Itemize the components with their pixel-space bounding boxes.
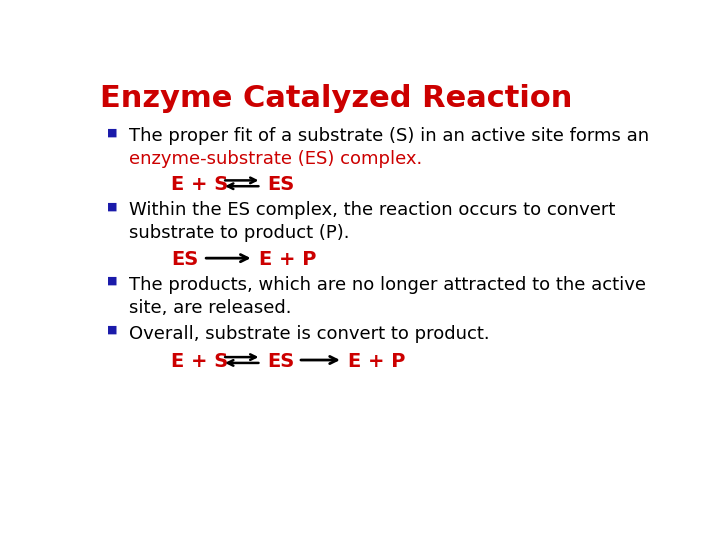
Text: enzyme-substrate (ES) complex.: enzyme-substrate (ES) complex. [129,150,423,168]
Text: Enzyme Catalyzed Reaction: Enzyme Catalyzed Reaction [100,84,572,112]
Text: Within the ES complex, the reaction occurs to convert: Within the ES complex, the reaction occu… [129,201,616,219]
Text: ES: ES [267,352,294,370]
Text: E + P: E + P [259,250,317,269]
Text: The products, which are no longer attracted to the active: The products, which are no longer attrac… [129,276,646,294]
Text: ■: ■ [107,276,117,286]
Text: ■: ■ [107,127,117,137]
Text: ES: ES [171,250,198,269]
Text: site, are released.: site, are released. [129,299,292,317]
Text: ES: ES [267,175,294,194]
Text: E + P: E + P [348,352,406,370]
Text: E + S: E + S [171,175,228,194]
Text: The proper fit of a substrate (S) in an active site forms an: The proper fit of a substrate (S) in an … [129,127,649,145]
Text: E + S: E + S [171,352,228,370]
Text: Overall, substrate is convert to product.: Overall, substrate is convert to product… [129,325,490,343]
Text: ■: ■ [107,325,117,335]
Text: ■: ■ [107,201,117,211]
Text: substrate to product (P).: substrate to product (P). [129,224,350,242]
